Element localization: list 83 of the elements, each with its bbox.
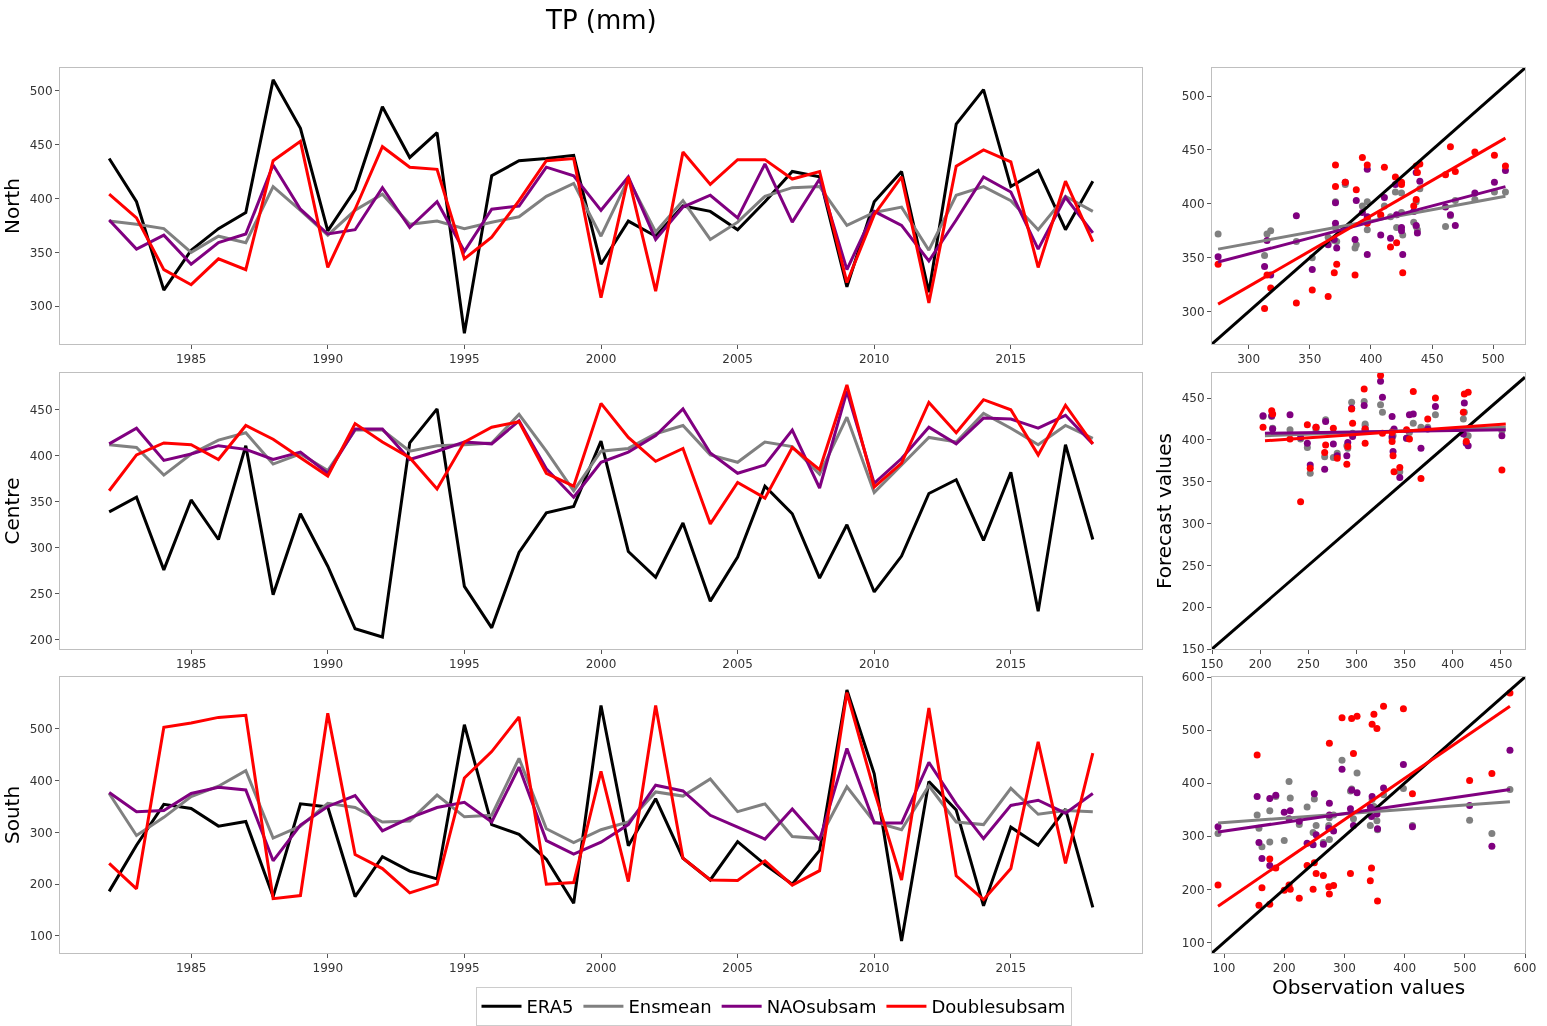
y-tick-label: 500 [29,83,53,98]
y-tick-label: 450 [1181,391,1205,406]
y-axis-title: Forecast values [1152,432,1177,590]
y-tick-label: 300 [29,541,53,555]
x-tick-label: 2000 [585,657,617,672]
x-tick-label: 2015 [995,961,1027,976]
y-tick-label: 500 [29,721,53,736]
x-tick-label: 400 [1359,352,1383,367]
x-tick-label: 2000 [585,352,617,367]
x-tick-label: 600 [1513,961,1537,976]
y-tick-label: 400 [1181,197,1205,212]
x-tick-label: 300 [1345,657,1368,672]
x-tick-label: 2015 [995,352,1027,367]
y-tick-label: 150 [1181,642,1205,657]
x-tick-label: 300 [1332,961,1356,976]
y-tick-label: 250 [1181,558,1205,573]
x-tick-label: 2010 [858,961,890,976]
x-tick-label: 150 [1200,657,1224,672]
x-tick-label: 1985 [175,657,207,672]
legend-label: Ensmean [628,996,712,1018]
y-tick-label: 200 [1181,600,1205,615]
x-tick-label: 200 [1272,961,1296,976]
y-tick-label: 200 [1181,882,1205,897]
x-tick-label: 1995 [449,352,480,367]
x-tick-label: 1990 [312,961,344,976]
y-axis-title: North [0,178,25,234]
x-tick-label: 2010 [858,352,890,367]
y-tick-label: 300 [1181,829,1205,844]
x-tick-label: 2015 [995,657,1027,672]
y-tick-label: 100 [29,929,53,944]
legend-label: Doublesubsam [931,996,1066,1018]
y-tick-label: 200 [29,633,53,647]
legend-label: ERA5 [526,996,574,1018]
x-tick-label: 1995 [449,961,480,976]
x-tick-label: 1995 [449,657,480,672]
x-tick-label: 500 [1453,961,1477,976]
y-tick-label: 450 [1181,143,1205,158]
y-tick-label: 300 [1181,304,1205,319]
y-tick-label: 350 [29,495,53,509]
y-tick-label: 300 [29,299,53,314]
x-tick-label: 450 [1420,352,1444,367]
y-tick-label: 450 [29,403,53,417]
y-tick-label: 100 [1181,935,1205,950]
y-tick-label: 350 [1181,250,1205,265]
y-tick-label: 400 [1181,433,1205,448]
y-tick-label: 300 [1181,516,1205,531]
legend-label: NAOsubsam [766,996,877,1018]
x-tick-label: 400 [1441,657,1465,672]
y-tick-label: 500 [1181,89,1205,104]
x-tick-label: 450 [1489,657,1513,672]
x-axis-title: Observation values [1271,975,1466,1000]
x-tick-label: 1990 [312,657,344,672]
x-tick-label: 300 [1237,352,1261,367]
x-tick-label: 2005 [722,657,753,672]
x-tick-label: 400 [1393,961,1417,976]
y-tick-label: 450 [29,137,53,152]
x-tick-label: 1985 [175,352,207,367]
x-tick-label: 250 [1296,657,1320,672]
y-tick-label: 350 [29,245,53,260]
y-tick-label: 600 [1181,670,1205,685]
x-tick-label: 1985 [175,961,207,976]
y-axis-title: Centre [0,477,25,545]
x-tick-label: 500 [1481,352,1505,367]
x-tick-label: 200 [1248,657,1272,672]
y-tick-label: 400 [29,773,53,788]
y-tick-label: 200 [29,877,53,892]
x-tick-label: 1990 [312,352,344,367]
x-tick-label: 2005 [722,352,753,367]
y-tick-label: 400 [29,191,53,206]
x-tick-label: 2005 [722,961,753,976]
y-tick-label: 400 [29,449,53,463]
y-axis-title: South [0,785,25,845]
y-tick-label: 250 [29,587,53,601]
y-tick-label: 300 [29,825,53,840]
x-tick-label: 350 [1393,657,1417,672]
y-tick-label: 350 [1181,474,1205,489]
y-tick-label: 500 [1181,723,1205,738]
x-tick-label: 2000 [585,961,617,976]
x-tick-label: 100 [1212,961,1236,976]
x-tick-label: 350 [1298,352,1322,367]
x-tick-label: 2010 [858,657,890,672]
y-tick-label: 400 [1181,776,1205,791]
chart-title: TP (mm) [545,5,657,35]
